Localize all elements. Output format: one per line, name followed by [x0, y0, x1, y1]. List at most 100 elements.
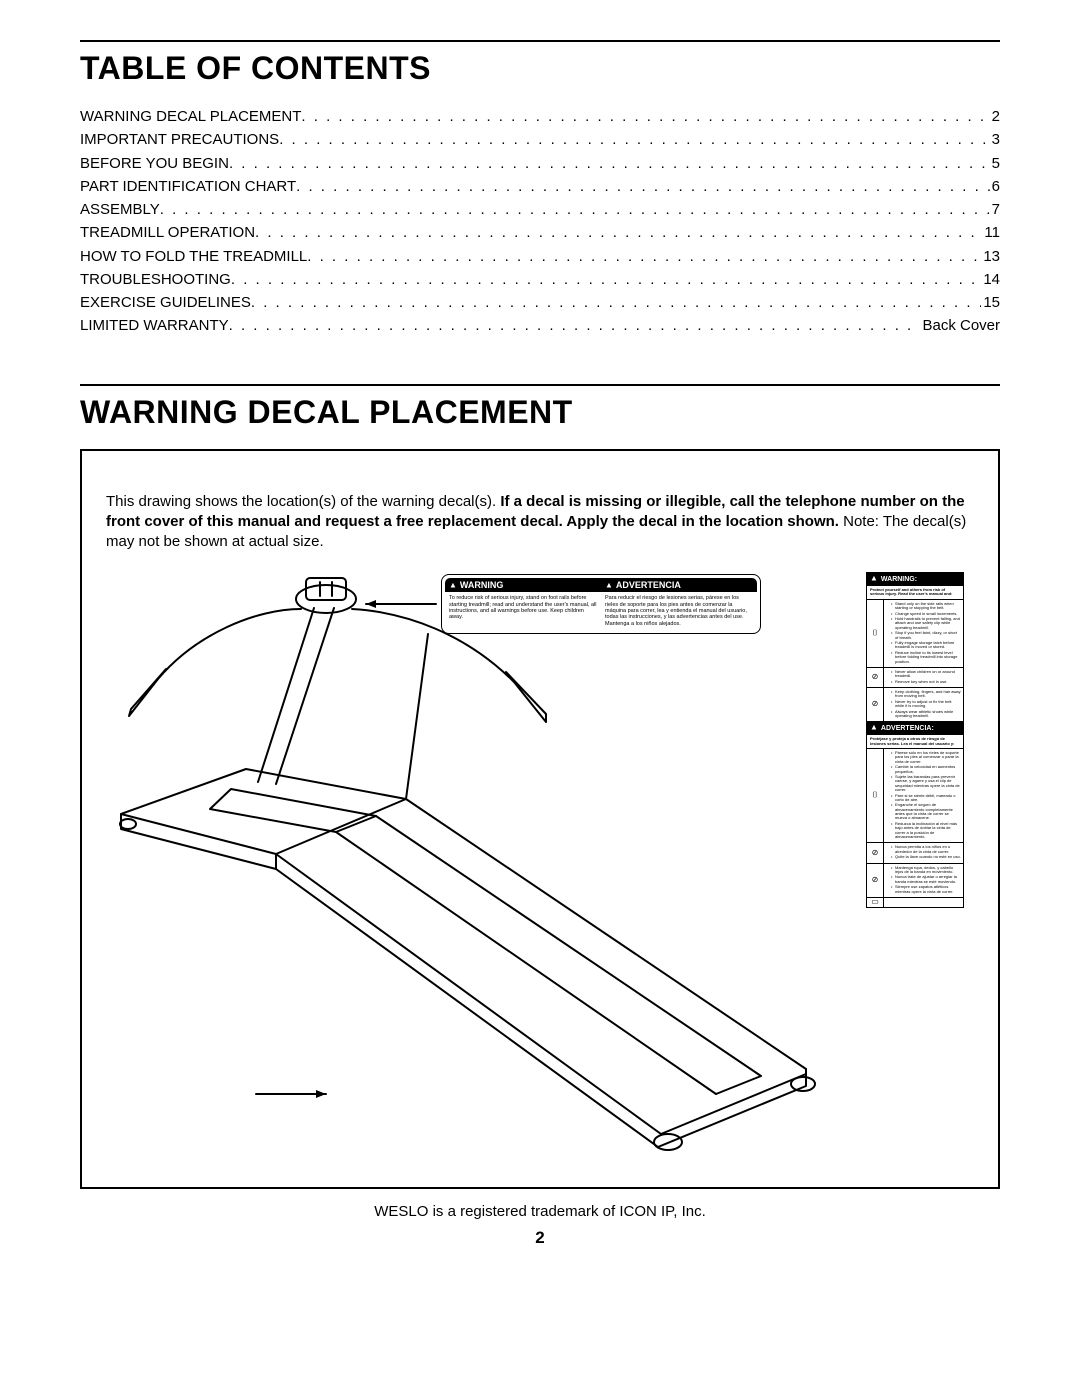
dv-list: Keep clothing, fingers, and hair away fr… — [886, 690, 961, 718]
dv-list: Nunca permita a los niños en o alrededor… — [886, 845, 961, 859]
top-rule-1 — [80, 40, 1000, 42]
dv-list-item: Always wear athletic shoes while operati… — [891, 710, 961, 719]
toc-dots — [255, 221, 982, 244]
toc-dots — [229, 314, 921, 337]
dv-list: Párese sólo en los ríeles de soporte par… — [886, 751, 961, 839]
toc-row: IMPORTANT PRECAUTIONS 3 — [80, 128, 1000, 151]
toc-heading: TABLE OF CONTENTS — [80, 50, 1000, 87]
dv-list-item: Sujete las barandas para prevenir caerse… — [891, 775, 961, 793]
toc-label: HOW TO FOLD THE TREADMILL — [80, 245, 307, 268]
dv-list-item: Reduce incline to its lowest level befor… — [891, 651, 961, 664]
dv-list-item: Stop if you feel faint, dizzy, or short … — [891, 631, 961, 640]
toc-dots — [231, 268, 981, 291]
dv-list-item: Nunca permita a los niños en o alrededor… — [891, 845, 961, 854]
manual-book-icon: ▭ — [867, 898, 884, 907]
toc-label: IMPORTANT PRECAUTIONS — [80, 128, 279, 151]
toc-page: 7 — [990, 198, 1000, 221]
toc-dots — [307, 245, 981, 268]
dv-row-2: ⊘ Never allow children on or around trea… — [867, 668, 963, 688]
dv-head-advertencia: ADVERTENCIA: — [867, 722, 963, 735]
toc-page: 15 — [981, 291, 1000, 314]
decal-horiz-header: WARNING ADVERTENCIA — [445, 578, 757, 592]
person-standing-icon: ⌷ — [867, 600, 884, 667]
page-number: 2 — [80, 1228, 1000, 1248]
decal-body-en: To reduce risk of serious injury, stand … — [445, 592, 601, 630]
dv-list: Never allow children on or around treadm… — [886, 670, 961, 684]
dv-head-warning: WARNING: — [867, 573, 963, 586]
toc-dots — [301, 105, 989, 128]
toc-row: TROUBLESHOOTING 14 — [80, 268, 1000, 291]
dv-list-item: Quite la llave cuando no esté en uso. — [891, 855, 961, 859]
hand-hazard-icon: ⊘ — [867, 864, 884, 897]
dv-list-item: Stand only on the side rails when starti… — [891, 602, 961, 611]
toc-label: WARNING DECAL PLACEMENT — [80, 105, 301, 128]
toc-row: PART IDENTIFICATION CHART6 — [80, 175, 1000, 198]
dv-list-item: Fully engage storage latch before treadm… — [891, 641, 961, 650]
manual-page: TABLE OF CONTENTS WARNING DECAL PLACEMEN… — [0, 0, 1080, 1397]
dv-row-4: ⌷ Párese sólo en los ríeles de soporte p… — [867, 749, 963, 843]
toc-label: TROUBLESHOOTING — [80, 268, 231, 291]
dv-list-item: Reduzca la inclinación al nivel más bajo… — [891, 822, 961, 840]
dv-list-item: Keep clothing, fingers, and hair away fr… — [891, 690, 961, 699]
table-of-contents: WARNING DECAL PLACEMENT2IMPORTANT PRECAU… — [80, 105, 1000, 338]
dv-list-item: Párese sólo en los ríeles de soporte par… — [891, 751, 961, 764]
dv-row-3: ⊘ Keep clothing, fingers, and hair away … — [867, 688, 963, 722]
toc-row: HOW TO FOLD THE TREADMILL 13 — [80, 245, 1000, 268]
no-children-icon: ⊘ — [867, 668, 884, 687]
toc-page: 11 — [982, 221, 1000, 244]
toc-label: LIMITED WARRANTY — [80, 314, 229, 337]
toc-label: ASSEMBLY — [80, 198, 160, 221]
toc-row: TREADMILL OPERATION 11 — [80, 221, 1000, 244]
treadmill-illustration — [106, 564, 846, 1174]
toc-dots — [279, 128, 989, 151]
toc-page: Back Cover — [920, 314, 1000, 337]
toc-row: ASSEMBLY 7 — [80, 198, 1000, 221]
toc-page: 6 — [990, 175, 1000, 198]
top-rule-2 — [80, 384, 1000, 386]
toc-dots — [251, 291, 981, 314]
dv-row-5: ⊘ Nunca permita a los niños en o alreded… — [867, 843, 963, 863]
toc-page: 13 — [981, 245, 1000, 268]
dv-list-item: Remove key when not in use. — [891, 680, 961, 684]
dv-row-manual: ▭ — [867, 898, 963, 907]
dv-list: Mantenga ropa, dedos, y cabello lejos de… — [886, 866, 961, 894]
warning-figure-box: This drawing shows the location(s) of th… — [80, 449, 1000, 1189]
decal-head-advertencia: ADVERTENCIA — [601, 578, 757, 592]
no-children-icon: ⊘ — [867, 843, 884, 862]
toc-dots — [229, 152, 990, 175]
decal-head-warning: WARNING — [445, 578, 601, 592]
dv-list-item: Hold handrails to prevent falling, and a… — [891, 617, 961, 630]
dv-manual-note — [884, 898, 963, 907]
toc-row: BEFORE YOU BEGIN5 — [80, 152, 1000, 175]
warning-decal-horizontal: WARNING ADVERTENCIA To reduce risk of se… — [441, 574, 761, 634]
warning-heading: WARNING DECAL PLACEMENT — [80, 394, 1000, 431]
dv-list-item: Never allow children on or around treadm… — [891, 670, 961, 679]
toc-dots — [296, 175, 990, 198]
toc-row: EXERCISE GUIDELINES 15 — [80, 291, 1000, 314]
dv-row-1: ⌷ Stand only on the side rails when star… — [867, 600, 963, 668]
figure-intro-plain: This drawing shows the location(s) of th… — [106, 493, 500, 510]
hand-hazard-icon: ⊘ — [867, 688, 884, 721]
toc-row: WARNING DECAL PLACEMENT 2 — [80, 105, 1000, 128]
dv-list-item: Nunca trate de ajustar o arreglar la ban… — [891, 875, 961, 884]
dv-list-item: Enganche el seguro de almacenamiento com… — [891, 803, 961, 821]
figure-intro-text: This drawing shows the location(s) of th… — [106, 492, 974, 553]
toc-label: TREADMILL OPERATION — [80, 221, 255, 244]
toc-page: 2 — [990, 105, 1000, 128]
toc-dots — [160, 198, 990, 221]
dv-intro-en: Protect yourself and others from risk of… — [867, 586, 963, 600]
dv-row-6: ⊘ Mantenga ropa, dedos, y cabello lejos … — [867, 864, 963, 898]
trademark-line: WESLO is a registered trademark of ICON … — [80, 1203, 1000, 1220]
dv-intro-es: Protéjase y proteja a otros de riesgo de… — [867, 735, 963, 749]
toc-page: 14 — [981, 268, 1000, 291]
toc-label: EXERCISE GUIDELINES — [80, 291, 251, 314]
toc-page: 5 — [990, 152, 1000, 175]
toc-page: 3 — [990, 128, 1000, 151]
dv-list-item: Never try to adjust or fix the belt whil… — [891, 700, 961, 709]
dv-list: Stand only on the side rails when starti… — [886, 602, 961, 664]
dv-list-item: Mantenga ropa, dedos, y cabello lejos de… — [891, 866, 961, 875]
dv-list-item: Cambie la velocidad en aumentos pequeños… — [891, 765, 961, 774]
dv-list-item: Pare si se siente débil, mareado o corto… — [891, 794, 961, 803]
warning-decal-vertical: WARNING: Protect yourself and others fro… — [866, 572, 964, 907]
dv-list-item: Siempre use zapatos atléticos mientras o… — [891, 885, 961, 894]
